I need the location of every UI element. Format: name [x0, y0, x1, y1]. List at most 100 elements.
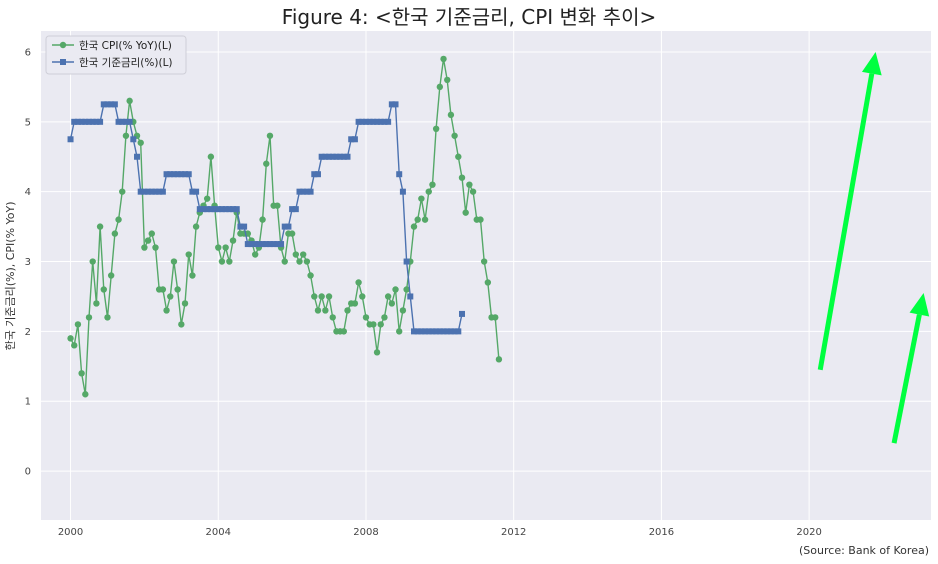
x-tick-label: 2000 [58, 527, 83, 538]
data-point [86, 118, 93, 125]
data-point [163, 171, 170, 178]
data-point [458, 174, 466, 181]
data-point [303, 188, 310, 195]
data-point [303, 258, 311, 265]
data-point [252, 241, 259, 248]
data-point [193, 188, 200, 195]
data-point [292, 206, 299, 213]
grid [41, 31, 931, 520]
data-point [163, 307, 170, 314]
data-point [469, 188, 477, 195]
x-tick-label: 2016 [649, 527, 674, 538]
data-point [263, 241, 270, 248]
data-point [337, 153, 344, 160]
data-point [451, 132, 458, 139]
data-point [170, 258, 178, 265]
data-point [370, 118, 377, 125]
data-point [333, 153, 340, 160]
legend: 한국 CPI(% YoY)(L) 한국 기준금리(%)(L) [45, 35, 187, 75]
data-point [159, 188, 166, 195]
data-point [366, 118, 373, 125]
arrow-head [909, 292, 930, 317]
data-point [126, 97, 133, 105]
y-tick-label: 5 [25, 117, 31, 128]
data-point [285, 223, 292, 230]
data-point [85, 314, 93, 321]
data-point [145, 188, 152, 195]
data-point [204, 206, 211, 213]
data-point [455, 153, 462, 160]
data-point [318, 153, 325, 160]
data-point [126, 118, 133, 125]
data-point [111, 230, 119, 237]
data-point [189, 272, 196, 279]
data-point [351, 136, 358, 143]
data-point [385, 118, 392, 125]
data-point [266, 132, 274, 139]
data-point [156, 188, 163, 195]
data-point [97, 118, 104, 125]
data-point [248, 241, 255, 248]
legend-label: 한국 CPI(% YoY)(L) [79, 40, 172, 52]
data-point [399, 188, 406, 195]
data-point [182, 171, 189, 178]
data-point [174, 171, 181, 178]
data-point [130, 136, 137, 143]
data-point [444, 76, 451, 84]
data-point [403, 286, 410, 293]
data-point [181, 300, 189, 307]
data-point [384, 293, 392, 300]
data-point [71, 118, 78, 125]
series-layer [67, 55, 503, 398]
data-point [484, 279, 492, 286]
data-point [296, 188, 303, 195]
data-point [89, 258, 96, 265]
data-point [440, 328, 447, 335]
x-tick-label: 2012 [501, 527, 526, 538]
data-point [274, 241, 281, 248]
data-point [314, 171, 321, 178]
y-tick-label: 3 [25, 257, 31, 268]
data-point [115, 118, 122, 125]
legend-label: 한국 기준금리(%)(L) [79, 57, 173, 69]
data-point [104, 101, 111, 108]
data-point [288, 230, 296, 237]
ticks-layer: 0 1 2 3 4 5 6 2000 2004 2008 2012 2016 2020 [25, 47, 822, 538]
data-point [74, 321, 82, 328]
data-point [422, 328, 429, 335]
data-point [477, 216, 484, 223]
data-point [96, 223, 104, 230]
data-point [78, 118, 85, 125]
data-point [119, 188, 126, 195]
data-point [152, 188, 159, 195]
data-point [122, 132, 130, 139]
data-point [381, 314, 388, 321]
data-point [270, 241, 277, 248]
data-point [451, 328, 458, 335]
data-point [436, 328, 443, 335]
data-point [167, 171, 174, 178]
data-point [263, 160, 270, 167]
data-point [100, 286, 107, 293]
data-point [429, 328, 436, 335]
annotation-layer [817, 51, 930, 444]
y-tick-label: 0 [25, 467, 31, 478]
data-point [178, 321, 185, 328]
data-point [307, 188, 314, 195]
data-point [215, 206, 222, 213]
data-point [414, 216, 421, 223]
data-point [403, 258, 410, 265]
data-point [340, 153, 347, 160]
series-1 [67, 55, 503, 398]
data-point [230, 206, 237, 213]
data-point [344, 153, 351, 160]
data-point [251, 251, 259, 258]
data-point [325, 293, 333, 300]
data-point [141, 188, 148, 195]
data-point [444, 328, 451, 335]
data-point [311, 293, 318, 300]
data-point [241, 223, 248, 230]
data-point [274, 202, 281, 209]
data-point [93, 300, 100, 307]
data-point [362, 118, 369, 125]
